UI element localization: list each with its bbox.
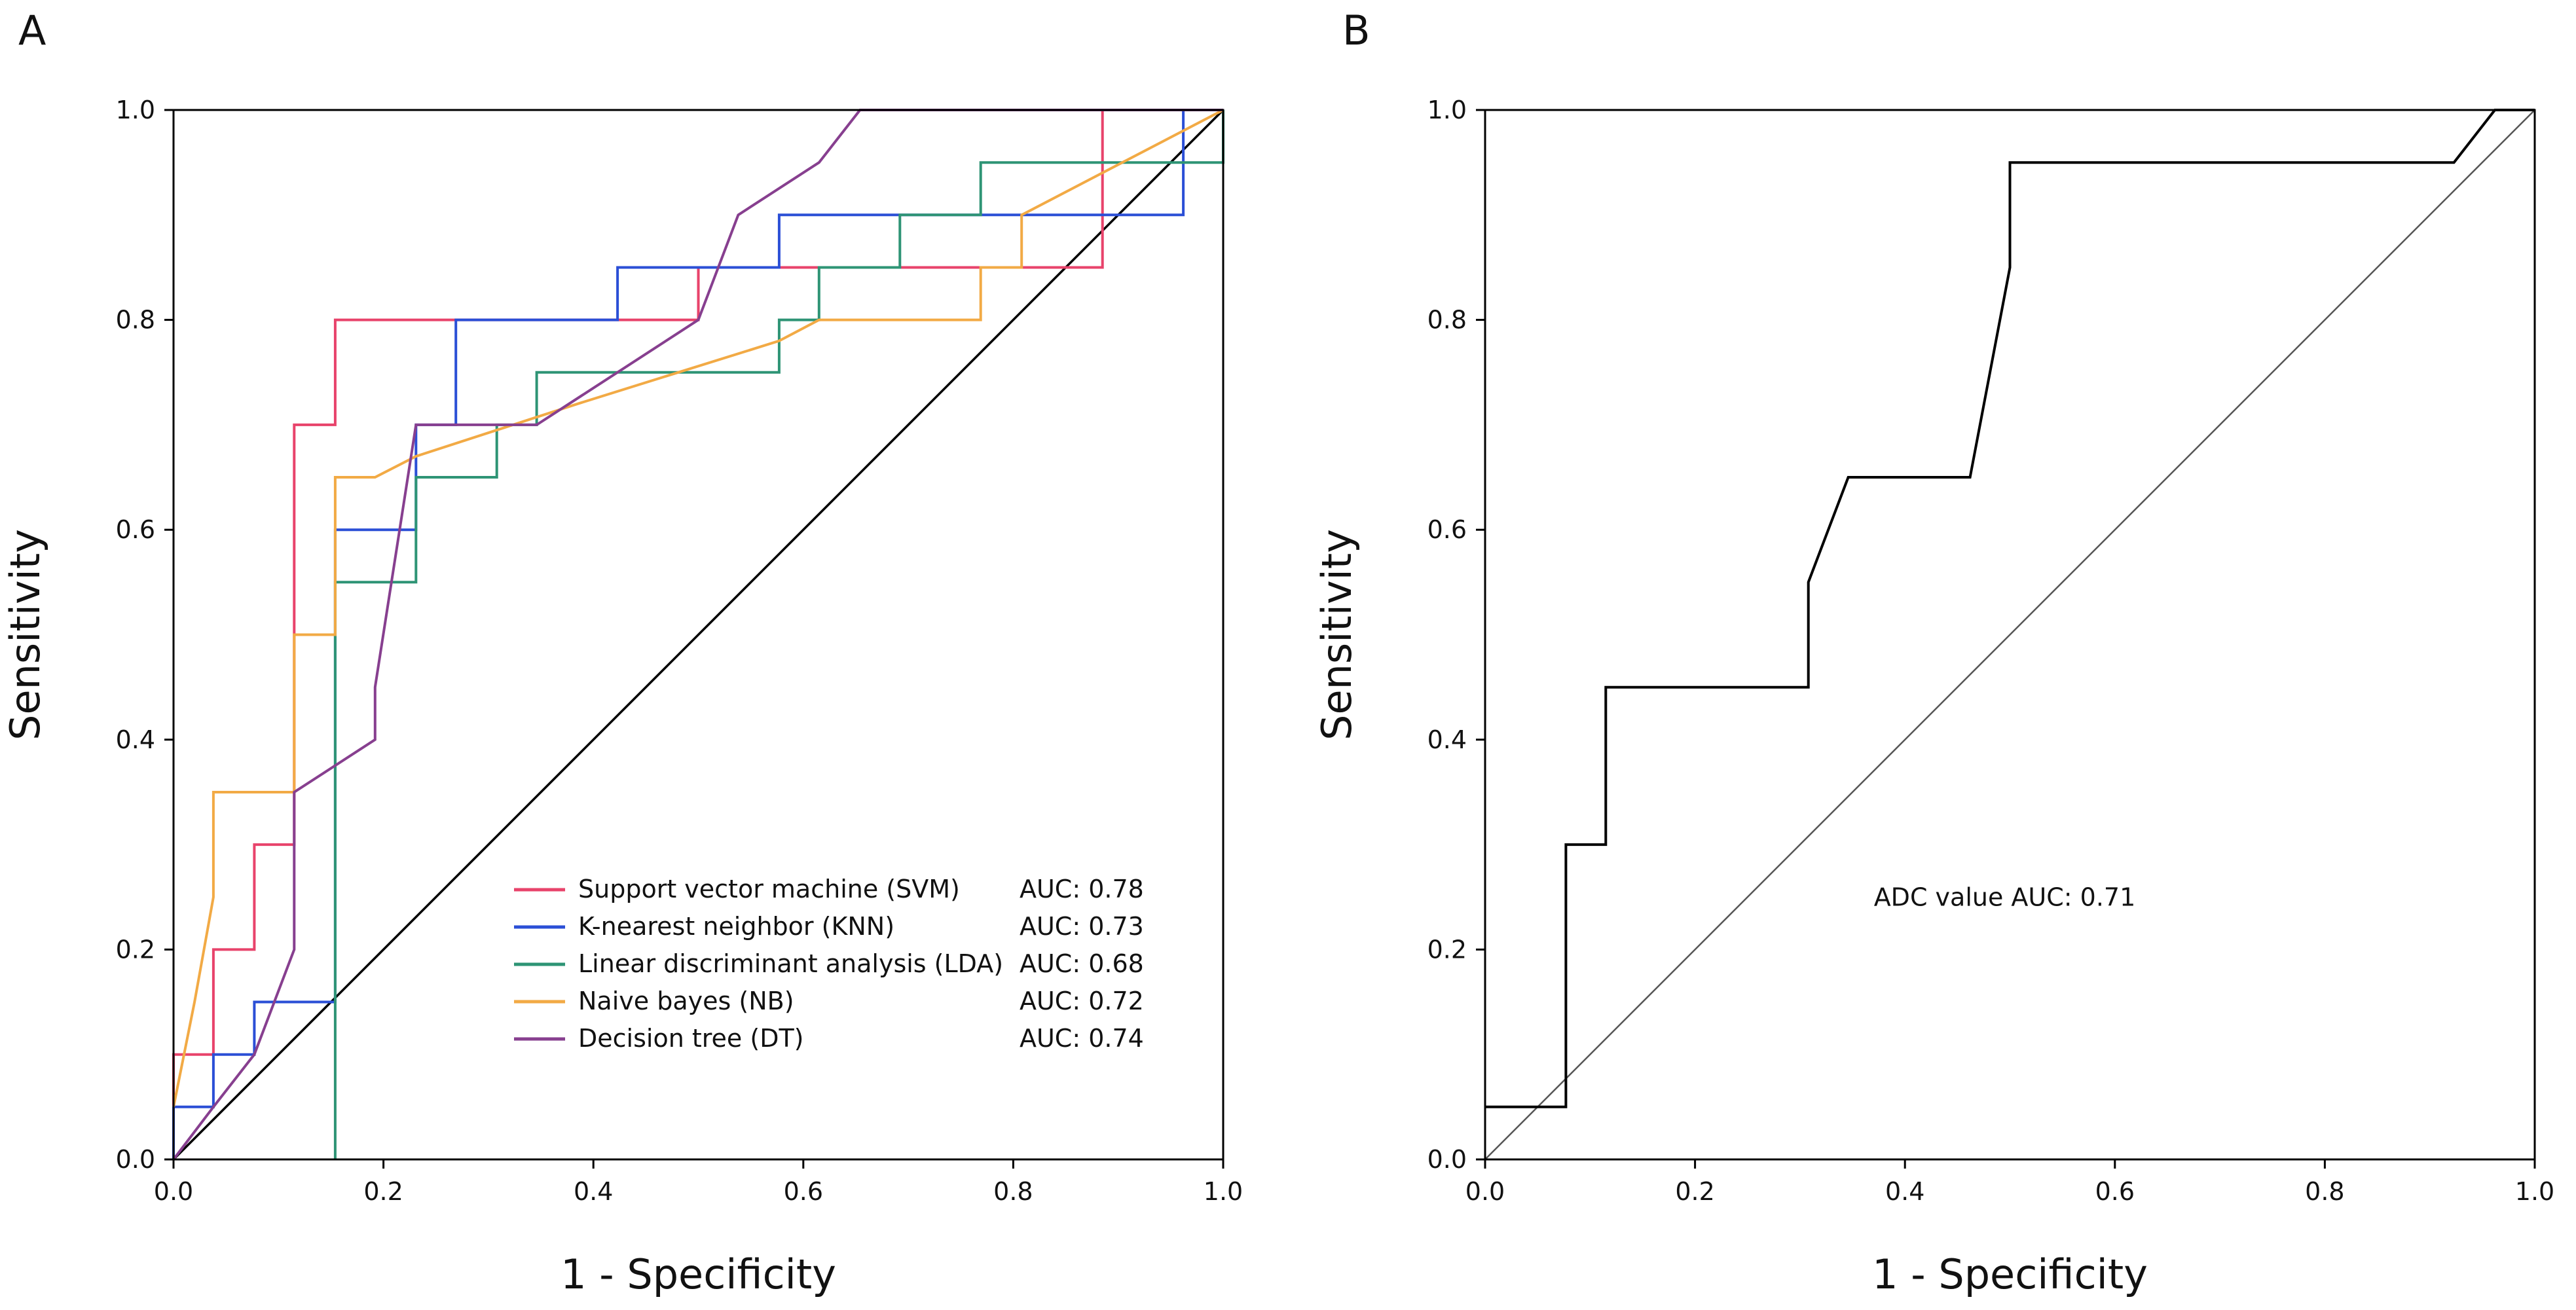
panel-b-y-tick-label: 0.0 (1427, 1145, 1467, 1174)
legend-auc-linear-discriminant-analysis-lda: AUC: 0.68 (1020, 949, 1144, 978)
legend-auc-support-vector-machine-svm: AUC: 0.78 (1020, 875, 1144, 903)
legend-label-linear-discriminant-analysis-lda: Linear discriminant analysis (LDA) (578, 949, 1003, 978)
panel-b-x-tick-label: 0.6 (2095, 1177, 2135, 1206)
panel-a-y-tick-label: 0.2 (116, 935, 155, 964)
panel-a-x-tick-label: 0.2 (363, 1177, 403, 1206)
panel-b-plot-frame (1484, 109, 2536, 1161)
legend-auc-decision-tree-dt: AUC: 0.74 (1020, 1024, 1144, 1053)
panel-a-series-layer (172, 109, 1224, 1161)
panel-a-series-naive-bayes-nb (172, 109, 1224, 1108)
panel-b-x-tick-label: 0.0 (1465, 1177, 1505, 1206)
panel-b-x-axis-title: 1 - Specificity (1872, 1250, 2148, 1298)
legend-label-decision-tree-dt: Decision tree (DT) (578, 1024, 804, 1053)
panel-a-series-linear-discriminant-analysis-lda (333, 110, 1224, 1159)
panel-b-series-adc-value (1485, 109, 2535, 1108)
panel-b-y-tick-label: 0.2 (1427, 935, 1467, 964)
panel-b-y-axis-title: Sensitivity (1313, 529, 1361, 740)
panel-a-y-tick-label: 0.6 (116, 515, 155, 544)
panel-b-x-tick-label: 0.4 (1885, 1177, 1924, 1206)
panel-a-roc-chart: A 0.0 0.2 0.4 0.6 0.8 1.0 0.0 0.2 0.4 0.6 0.8 1.0 1… (1, 7, 1243, 1298)
panel-b-roc-chart: B 0.0 0.2 0.4 0.6 0.8 1.0 0.0 0.2 0.4 0.6 0.8 1.0 1… (1313, 7, 2554, 1298)
panel-a-x-tick-label: 0.6 (784, 1177, 823, 1206)
panel-a-y-tick-label: 0.4 (116, 725, 155, 754)
panel-a-x-axis-title: 1 - Specificity (561, 1250, 836, 1298)
panel-a-x-tick-label: 1.0 (1204, 1177, 1243, 1206)
panel-a-series-support-vector-machine-svm (172, 109, 1223, 1159)
panel-a-x-tick-label: 0.0 (154, 1177, 193, 1206)
panel-a-series-decision-tree-dt (172, 109, 1223, 1161)
panel-b-y-tick-label: 0.4 (1427, 725, 1467, 754)
legend-label-support-vector-machine-svm: Support vector machine (SVM) (578, 875, 960, 903)
panel-b-reference-diagonal (1484, 109, 2535, 1160)
panel-b-auc-annotation: ADC value AUC: 0.71 (1874, 882, 2136, 911)
panel-b-y-tick-label: 1.0 (1427, 96, 1467, 124)
panel-b-ticks: 0.0 0.2 0.4 0.6 0.8 1.0 0.0 0.2 0.4 0.6 0.8 1.0 (1427, 96, 2555, 1206)
panel-b-series-layer (1485, 109, 2535, 1108)
panel-a-y-tick-label: 0.0 (116, 1145, 155, 1174)
panel-a-ticks: 0.0 0.2 0.4 0.6 0.8 1.0 0.0 0.2 0.4 0.6 0.8 1.0 (116, 96, 1243, 1206)
panel-a-reference-diagonal (172, 109, 1224, 1161)
panel-a-x-tick-label: 0.8 (993, 1177, 1033, 1206)
panel-b-x-tick-label: 0.8 (2305, 1177, 2344, 1206)
panel-a-y-tick-label: 0.8 (116, 306, 155, 335)
panel-b-x-tick-label: 1.0 (2515, 1177, 2554, 1206)
legend-label-naive-bayes-nb: Naive bayes (NB) (578, 987, 794, 1015)
panel-b-y-tick-label: 0.6 (1427, 515, 1467, 544)
panel-a-letter: A (18, 7, 46, 54)
panel-b-x-tick-label: 0.2 (1675, 1177, 1714, 1206)
panel-b-y-tick-label: 0.8 (1427, 306, 1467, 335)
panel-a-legend: Support vector machine (SVM) AUC: 0.78 K-n… (514, 875, 1144, 1053)
panel-a-x-tick-label: 0.4 (574, 1177, 613, 1206)
panel-a-y-tick-label: 1.0 (116, 96, 155, 124)
legend-auc-k-nearest-neighbor-knn: AUC: 0.73 (1020, 912, 1144, 941)
panel-b-letter: B (1342, 7, 1371, 54)
panel-a-plot-frame (172, 109, 1224, 1161)
legend-label-k-nearest-neighbor-knn: K-nearest neighbor (KNN) (578, 912, 894, 941)
legend-auc-naive-bayes-nb: AUC: 0.72 (1020, 987, 1144, 1015)
panel-a-y-axis-title: Sensitivity (1, 529, 49, 740)
